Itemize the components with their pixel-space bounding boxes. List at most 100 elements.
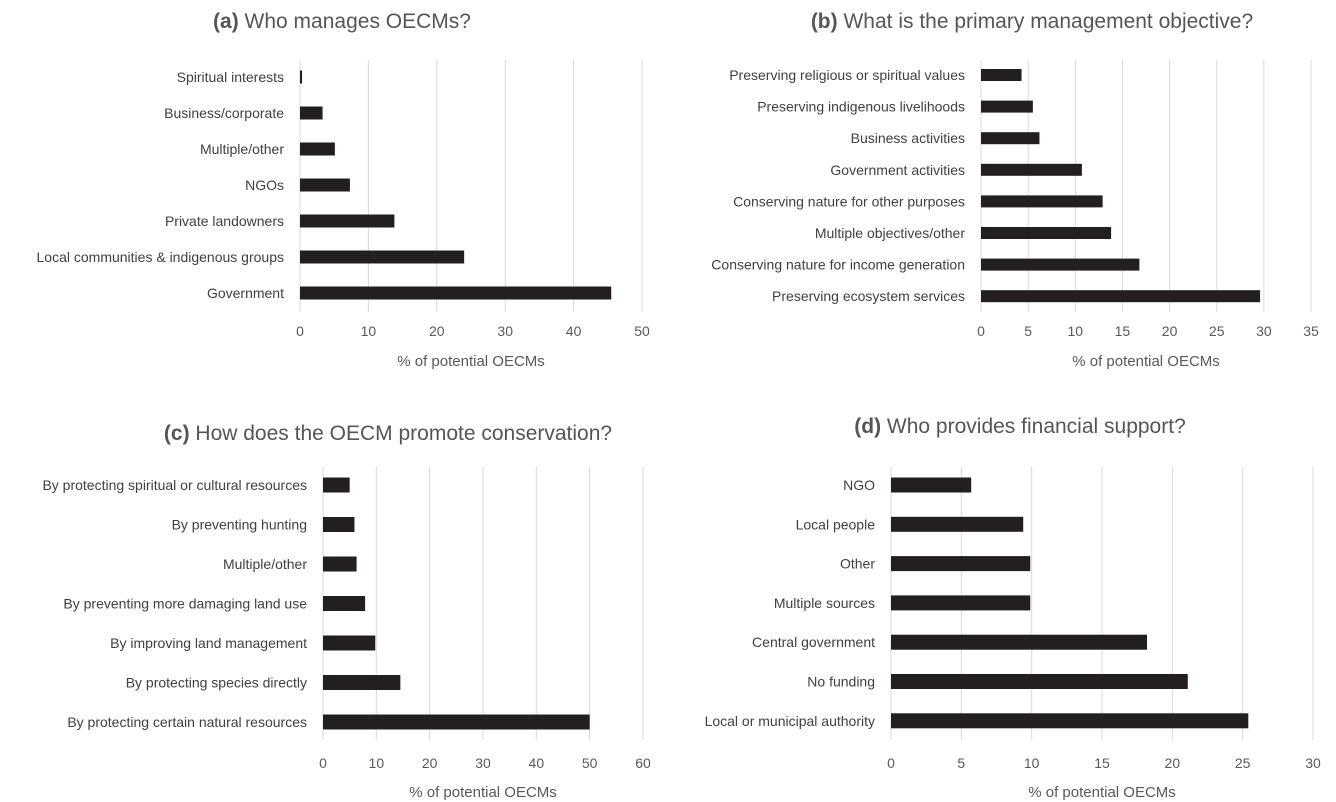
bar bbox=[300, 70, 303, 84]
bar bbox=[323, 517, 355, 532]
x-axis-label: % of potential OECMs bbox=[409, 784, 557, 801]
tick-label: 20 bbox=[1162, 323, 1178, 339]
tick-label: 0 bbox=[296, 323, 304, 339]
tick-label: 30 bbox=[497, 323, 513, 339]
bar bbox=[300, 250, 465, 264]
category-label: Government activities bbox=[830, 162, 965, 178]
tick-label: 25 bbox=[1235, 755, 1251, 771]
bar bbox=[300, 142, 335, 156]
chart-title: (d) Who provides financial support? bbox=[854, 415, 1186, 438]
bar bbox=[891, 516, 1024, 532]
tick-label: 0 bbox=[319, 755, 327, 771]
tick-label: 20 bbox=[1165, 755, 1181, 771]
bar bbox=[300, 214, 395, 228]
category-label: Central government bbox=[752, 634, 875, 650]
bar bbox=[323, 635, 376, 651]
tick-label: 15 bbox=[1094, 755, 1110, 771]
category-label: Private landowners bbox=[165, 213, 284, 229]
chart-title: (b) What is the primary management objec… bbox=[811, 10, 1253, 33]
tick-label: 35 bbox=[1303, 323, 1319, 339]
category-label: By improving land management bbox=[110, 635, 307, 651]
bar bbox=[981, 195, 1103, 208]
chart-title: (c) How does the OECM promote conservati… bbox=[164, 422, 612, 445]
category-label: By preventing more damaging land use bbox=[63, 596, 307, 612]
panel-letter: (d) bbox=[854, 415, 881, 438]
bar bbox=[981, 100, 1033, 113]
category-label: Multiple/other bbox=[200, 141, 284, 157]
bar bbox=[300, 178, 350, 192]
category-label: Multiple/other bbox=[223, 556, 307, 572]
bar bbox=[981, 163, 1082, 176]
category-label: Local communities & indigenous groups bbox=[37, 249, 284, 265]
tick-label: 30 bbox=[1305, 755, 1321, 771]
bar bbox=[891, 634, 1148, 650]
category-label: Conserving nature for income generation bbox=[711, 257, 965, 273]
category-label: By protecting species directly bbox=[126, 675, 307, 691]
category-label: By protecting certain natural resources bbox=[67, 714, 307, 730]
tick-label: 5 bbox=[1024, 323, 1032, 339]
bar bbox=[981, 69, 1022, 81]
category-label: Government bbox=[207, 285, 284, 301]
bar bbox=[891, 674, 1188, 689]
panel-letter: (a) bbox=[213, 10, 239, 33]
tick-label: 5 bbox=[957, 755, 965, 771]
category-label: Conserving nature for other purposes bbox=[733, 193, 965, 209]
tick-label: 50 bbox=[634, 323, 650, 339]
tick-label: 60 bbox=[635, 755, 651, 771]
tick-label: 10 bbox=[1024, 755, 1040, 771]
tick-label: 40 bbox=[529, 755, 545, 771]
category-label: Other bbox=[840, 556, 875, 572]
tick-label: 50 bbox=[582, 755, 598, 771]
bar bbox=[891, 556, 1031, 572]
category-label: NGOs bbox=[245, 177, 284, 193]
category-label: No funding bbox=[807, 674, 875, 690]
bar bbox=[981, 290, 1261, 303]
bar bbox=[891, 477, 972, 493]
chart-title: (a) Who manages OECMs? bbox=[213, 10, 471, 33]
bar bbox=[891, 713, 1249, 729]
bar bbox=[891, 595, 1031, 611]
category-label: Spiritual interests bbox=[177, 69, 284, 85]
chart-panel-3: (d) Who provides financial support? NGO Lo… bbox=[705, 415, 1321, 801]
bar bbox=[323, 714, 590, 730]
panel-letter: (c) bbox=[164, 422, 190, 445]
x-axis-label: % of potential OECMs bbox=[1028, 784, 1176, 801]
bar bbox=[981, 132, 1040, 145]
bar bbox=[323, 556, 357, 572]
category-label: NGO bbox=[843, 477, 875, 493]
category-label: By preventing hunting bbox=[172, 517, 307, 533]
category-label: Preserving religious or spiritual values bbox=[729, 67, 965, 83]
x-axis-label: % of potential OECMs bbox=[1072, 353, 1220, 370]
tick-label: 10 bbox=[369, 755, 385, 771]
chart-panel-1: (b) What is the primary management objec… bbox=[711, 10, 1319, 370]
tick-label: 30 bbox=[475, 755, 491, 771]
bar bbox=[300, 106, 323, 120]
tick-label: 0 bbox=[887, 755, 895, 771]
chart-panel-2: (c) How does the OECM promote conservati… bbox=[42, 422, 651, 801]
category-label: Multiple objectives/other bbox=[815, 225, 966, 241]
category-label: Business activities bbox=[851, 130, 965, 146]
x-axis-label: % of potential OECMs bbox=[397, 353, 545, 370]
tick-label: 30 bbox=[1256, 323, 1272, 339]
category-label: Preserving ecosystem services bbox=[772, 288, 965, 304]
tick-label: 20 bbox=[429, 323, 445, 339]
title-text: What is the primary management objective… bbox=[838, 10, 1254, 33]
chart-panel-0: (a) Who manages OECMs? Spiritual interest… bbox=[37, 10, 650, 370]
title-text: Who manages OECMs? bbox=[239, 10, 471, 33]
title-text: How does the OECM promote conservation? bbox=[190, 422, 613, 445]
category-label: Local people bbox=[796, 516, 876, 532]
bar bbox=[323, 477, 350, 493]
bar bbox=[981, 258, 1140, 271]
category-label: Multiple sources bbox=[774, 595, 875, 611]
tick-label: 40 bbox=[566, 323, 582, 339]
tick-label: 10 bbox=[1067, 323, 1083, 339]
bar bbox=[300, 286, 612, 300]
bar bbox=[323, 675, 401, 690]
tick-label: 10 bbox=[361, 323, 377, 339]
bar bbox=[323, 596, 366, 611]
category-label: By protecting spiritual or cultural reso… bbox=[42, 477, 307, 493]
category-label: Preserving indigenous livelihoods bbox=[757, 99, 965, 115]
tick-label: 20 bbox=[422, 755, 438, 771]
bar bbox=[981, 227, 1112, 239]
